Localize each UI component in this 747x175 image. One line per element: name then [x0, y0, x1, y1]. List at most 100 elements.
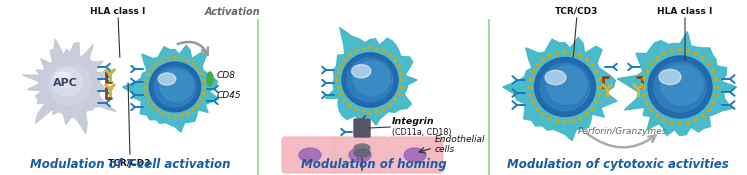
- Circle shape: [196, 104, 199, 107]
- Ellipse shape: [353, 61, 390, 96]
- Circle shape: [147, 99, 149, 101]
- Circle shape: [167, 114, 170, 117]
- Ellipse shape: [354, 144, 370, 152]
- Circle shape: [200, 73, 202, 75]
- Circle shape: [202, 92, 205, 95]
- Circle shape: [368, 46, 371, 49]
- Text: TCR/CD3: TCR/CD3: [108, 158, 152, 167]
- Text: CD45: CD45: [217, 90, 241, 100]
- Circle shape: [344, 58, 346, 61]
- Circle shape: [192, 109, 195, 111]
- Circle shape: [349, 53, 351, 56]
- Ellipse shape: [349, 148, 371, 162]
- Circle shape: [655, 114, 659, 117]
- Polygon shape: [503, 38, 617, 141]
- Ellipse shape: [659, 69, 681, 85]
- Circle shape: [174, 56, 176, 59]
- Circle shape: [530, 93, 533, 96]
- Circle shape: [670, 50, 673, 53]
- Circle shape: [151, 104, 153, 107]
- Circle shape: [542, 58, 545, 61]
- Circle shape: [532, 101, 535, 104]
- Circle shape: [337, 71, 340, 74]
- Circle shape: [529, 85, 532, 89]
- Circle shape: [530, 78, 533, 81]
- Circle shape: [548, 54, 551, 57]
- Text: CD8: CD8: [217, 71, 236, 79]
- Circle shape: [180, 57, 183, 60]
- Ellipse shape: [654, 62, 706, 112]
- Text: HLA class I: HLA class I: [90, 7, 146, 16]
- Circle shape: [548, 117, 551, 120]
- Circle shape: [145, 79, 148, 82]
- Circle shape: [196, 67, 199, 70]
- Ellipse shape: [56, 72, 74, 88]
- Circle shape: [388, 53, 391, 56]
- Circle shape: [591, 64, 594, 67]
- Text: cells: cells: [435, 145, 455, 155]
- Ellipse shape: [352, 65, 371, 78]
- Circle shape: [563, 51, 566, 54]
- Circle shape: [200, 99, 202, 101]
- Circle shape: [355, 108, 357, 110]
- FancyBboxPatch shape: [354, 119, 370, 137]
- Circle shape: [203, 86, 205, 88]
- Ellipse shape: [404, 148, 426, 162]
- Ellipse shape: [347, 58, 393, 102]
- Circle shape: [145, 92, 148, 95]
- Ellipse shape: [545, 70, 566, 85]
- Circle shape: [556, 51, 559, 54]
- Circle shape: [187, 112, 189, 115]
- Ellipse shape: [207, 72, 213, 86]
- Circle shape: [536, 107, 539, 110]
- Circle shape: [147, 73, 149, 75]
- Circle shape: [394, 99, 397, 101]
- Ellipse shape: [149, 62, 201, 112]
- Circle shape: [155, 63, 158, 65]
- Circle shape: [368, 111, 371, 114]
- Circle shape: [388, 104, 391, 107]
- Circle shape: [556, 120, 559, 123]
- Text: Perforin/Granzymes: Perforin/Granzymes: [577, 127, 666, 136]
- Circle shape: [349, 104, 351, 107]
- Circle shape: [187, 59, 189, 62]
- Ellipse shape: [535, 58, 595, 116]
- Circle shape: [714, 94, 717, 97]
- Circle shape: [595, 101, 598, 104]
- Circle shape: [382, 108, 385, 110]
- Ellipse shape: [160, 69, 193, 101]
- Text: TCR/CD3: TCR/CD3: [555, 7, 598, 16]
- Circle shape: [695, 118, 698, 122]
- Circle shape: [192, 63, 195, 65]
- Circle shape: [712, 101, 715, 105]
- FancyBboxPatch shape: [332, 137, 388, 173]
- Text: HLA class I: HLA class I: [657, 7, 713, 16]
- Circle shape: [686, 50, 689, 53]
- Circle shape: [397, 93, 400, 95]
- Text: Activation: Activation: [205, 7, 261, 17]
- Circle shape: [571, 120, 574, 123]
- Circle shape: [678, 122, 681, 125]
- Circle shape: [532, 70, 535, 73]
- Circle shape: [394, 58, 397, 61]
- Text: Endothelial: Endothelial: [435, 135, 486, 145]
- Circle shape: [701, 114, 704, 117]
- Ellipse shape: [49, 65, 91, 105]
- FancyArrowPatch shape: [178, 42, 208, 55]
- Circle shape: [715, 85, 719, 89]
- Ellipse shape: [342, 53, 398, 107]
- Circle shape: [579, 117, 582, 120]
- Circle shape: [645, 69, 648, 73]
- Ellipse shape: [154, 67, 196, 107]
- Circle shape: [707, 108, 710, 111]
- Circle shape: [707, 62, 710, 66]
- Circle shape: [400, 71, 403, 74]
- Circle shape: [645, 101, 648, 105]
- Ellipse shape: [661, 65, 703, 105]
- Circle shape: [401, 79, 403, 81]
- Circle shape: [155, 109, 158, 111]
- Ellipse shape: [55, 72, 69, 82]
- Circle shape: [376, 110, 379, 113]
- Circle shape: [579, 54, 582, 57]
- Circle shape: [655, 57, 659, 60]
